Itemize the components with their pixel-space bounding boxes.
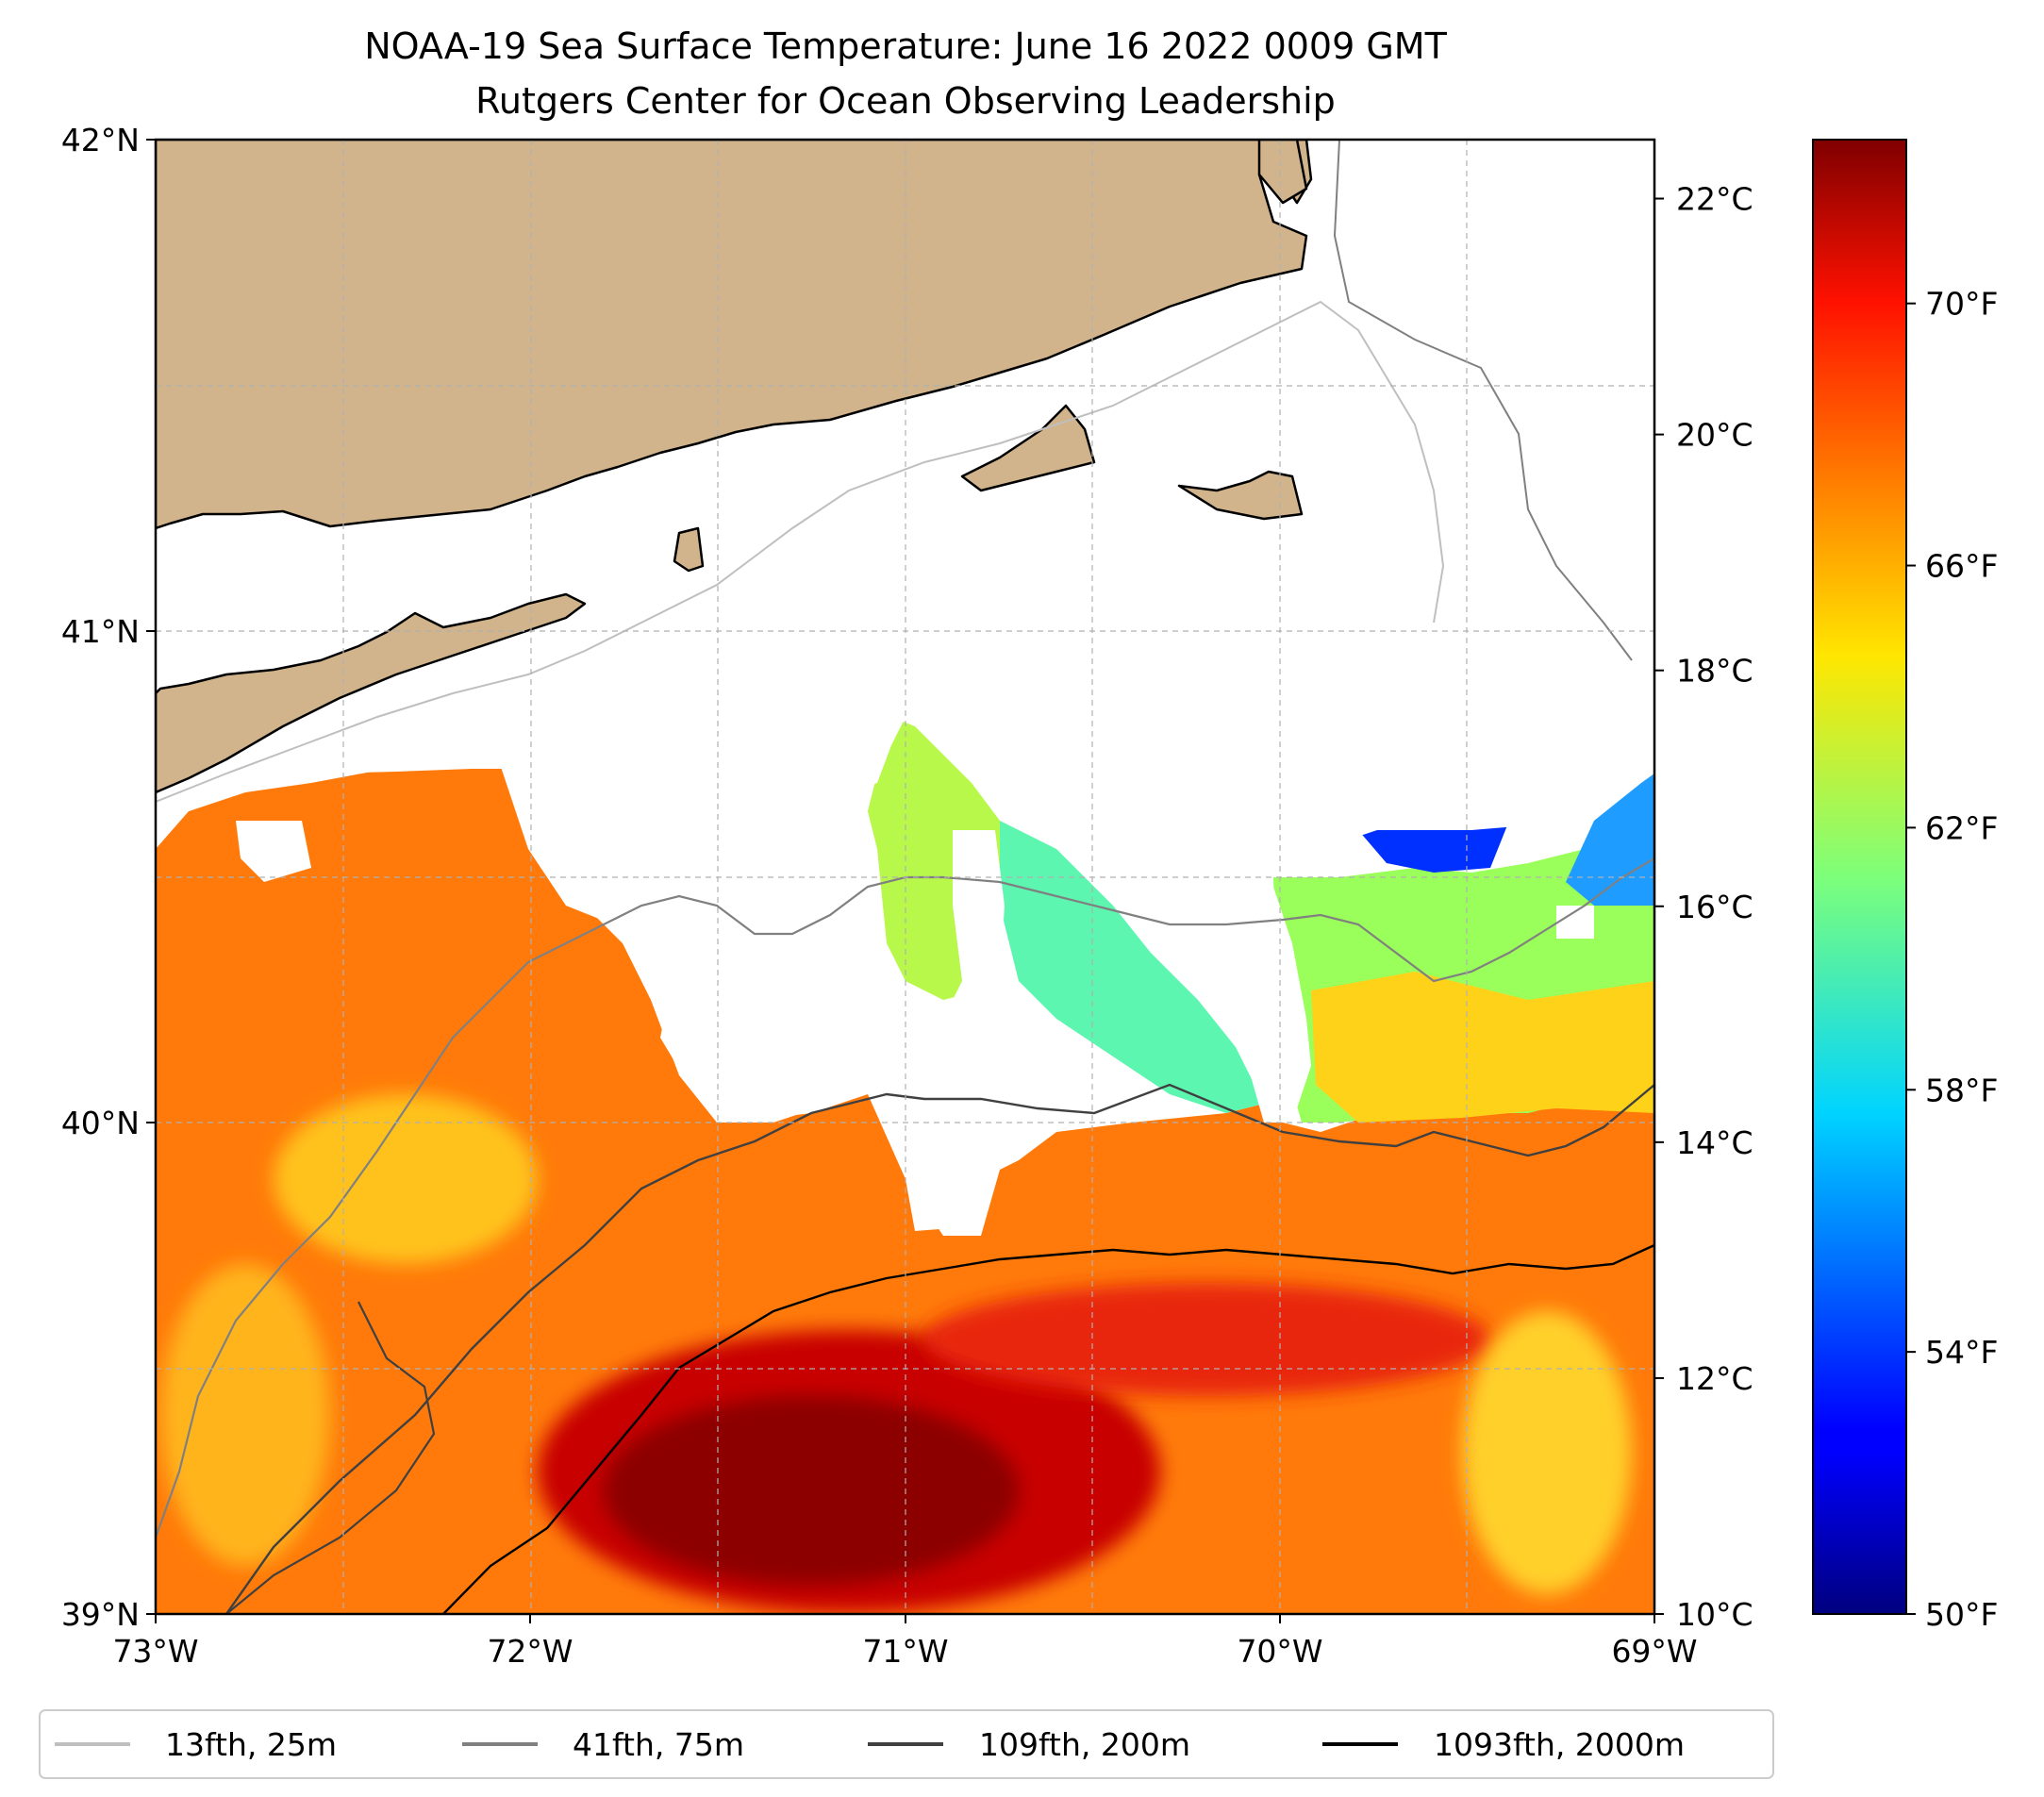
celsius-tick-label: 16°C: [1676, 889, 1753, 925]
lat-tick-label: 40°N: [61, 1105, 140, 1141]
contour-legend: 13fth, 25m 41fth, 75m 109fth, 200m 1093f…: [39, 1709, 1774, 1779]
sst-field-yellow-coast: [160, 1264, 330, 1566]
map-title-line2: Rutgers Center for Ocean Observing Leade…: [475, 80, 1336, 122]
lon-tick-label: 70°W: [1237, 1633, 1322, 1670]
sst-field-east-yellow: [1311, 972, 1654, 1123]
fahrenheit-tick-label: 70°F: [1925, 286, 1998, 323]
land-nantucket: [1177, 470, 1304, 521]
contour-25m: [156, 300, 1445, 803]
sst-field-cyan-band: [1000, 821, 1264, 1113]
fahrenheit-tick-label: 58°F: [1925, 1072, 1998, 1108]
lat-tick-label: 42°N: [61, 122, 140, 158]
celsius-tick-label: 14°C: [1676, 1124, 1753, 1161]
cloud-mask-center: [896, 830, 1005, 1231]
land-long-island: [156, 592, 587, 794]
legend-label: 41fth, 75m: [573, 1726, 744, 1763]
lon-axis: 73°W 72°W 71°W 70°W 69°W: [112, 1614, 1698, 1670]
cloud-mask-middle-east: [1170, 877, 1311, 1123]
land-marthas-vineyard: [960, 404, 1096, 492]
lon-tick-label: 69°W: [1611, 1633, 1697, 1670]
lon-tick-label: 71°W: [862, 1633, 948, 1670]
cloud-mask-center-west: [509, 783, 849, 1123]
land: [156, 140, 1313, 794]
map-plot-area: [156, 140, 1654, 1614]
map-title-line1: NOAA-19 Sea Surface Temperature: June 16…: [364, 25, 1447, 67]
legend-label: 13fth, 25m: [165, 1726, 337, 1763]
bathymetry-contours: [156, 140, 1654, 1614]
celsius-tick-label: 18°C: [1676, 653, 1753, 690]
cloud-mask-patch-3: [236, 821, 311, 882]
contour-200m-west: [225, 1301, 436, 1614]
fahrenheit-tick-label: 50°F: [1925, 1596, 1998, 1633]
contour-200m: [225, 1083, 1654, 1614]
celsius-tick-label: 22°C: [1676, 181, 1753, 218]
colorbar-gradient: [1812, 139, 1907, 1615]
lat-tick-label: 39°N: [61, 1596, 140, 1633]
fahrenheit-tick-label: 62°F: [1925, 809, 1998, 846]
legend-label: 109fth, 200m: [979, 1726, 1190, 1763]
legend-entry: 109fth, 200m: [868, 1726, 1190, 1763]
colorbar: 10°C 12°C 14°C 16°C 18°C 20°C 22°C 50°F 54°F 58°…: [1654, 139, 1998, 1633]
contour-2000m: [442, 1243, 1654, 1614]
cloud-mask-patch-1: [1316, 802, 1354, 835]
contour-75m-north: [1333, 140, 1633, 661]
map-grid: [156, 140, 1654, 1614]
fahrenheit-tick-label: 66°F: [1925, 548, 1998, 585]
fahrenheit-tick-label: 54°F: [1925, 1334, 1998, 1371]
celsius-tick-label: 12°C: [1676, 1360, 1753, 1397]
legend-entry: 41fth, 75m: [462, 1726, 744, 1763]
land-block-island: [673, 526, 705, 573]
sst-field-yellow-southeast: [1462, 1311, 1632, 1594]
contour-75m: [156, 857, 1654, 1539]
cloud-mask-patch-2: [1556, 906, 1594, 939]
lon-tick-label: 72°W: [487, 1633, 573, 1670]
lon-tick-label: 73°W: [112, 1633, 198, 1670]
legend-label: 1093fth, 2000m: [1434, 1726, 1685, 1763]
land-cape-cod-hook: [1257, 140, 1308, 205]
sst-field-yellow-west: [274, 1094, 538, 1264]
legend-entry: 13fth, 25m: [55, 1726, 337, 1763]
sst-field-warm-band: [924, 1283, 1490, 1396]
lat-axis: 39°N 40°N 41°N 42°N: [61, 122, 156, 1633]
celsius-tick-label: 20°C: [1676, 417, 1753, 454]
colorbar-fahrenheit-ticks: 50°F 54°F 58°F 62°F 66°F 70°F: [1906, 286, 1998, 1633]
celsius-tick-label: 10°C: [1676, 1596, 1753, 1633]
colorbar-celsius-ticks: 10°C 12°C 14°C 16°C 18°C 20°C 22°C: [1654, 181, 1753, 1633]
sst-field-warm-core-inner: [604, 1396, 1019, 1585]
legend-entry: 1093fth, 2000m: [1322, 1726, 1685, 1763]
land-new-england: [156, 140, 1313, 530]
lat-tick-label: 41°N: [61, 613, 140, 650]
